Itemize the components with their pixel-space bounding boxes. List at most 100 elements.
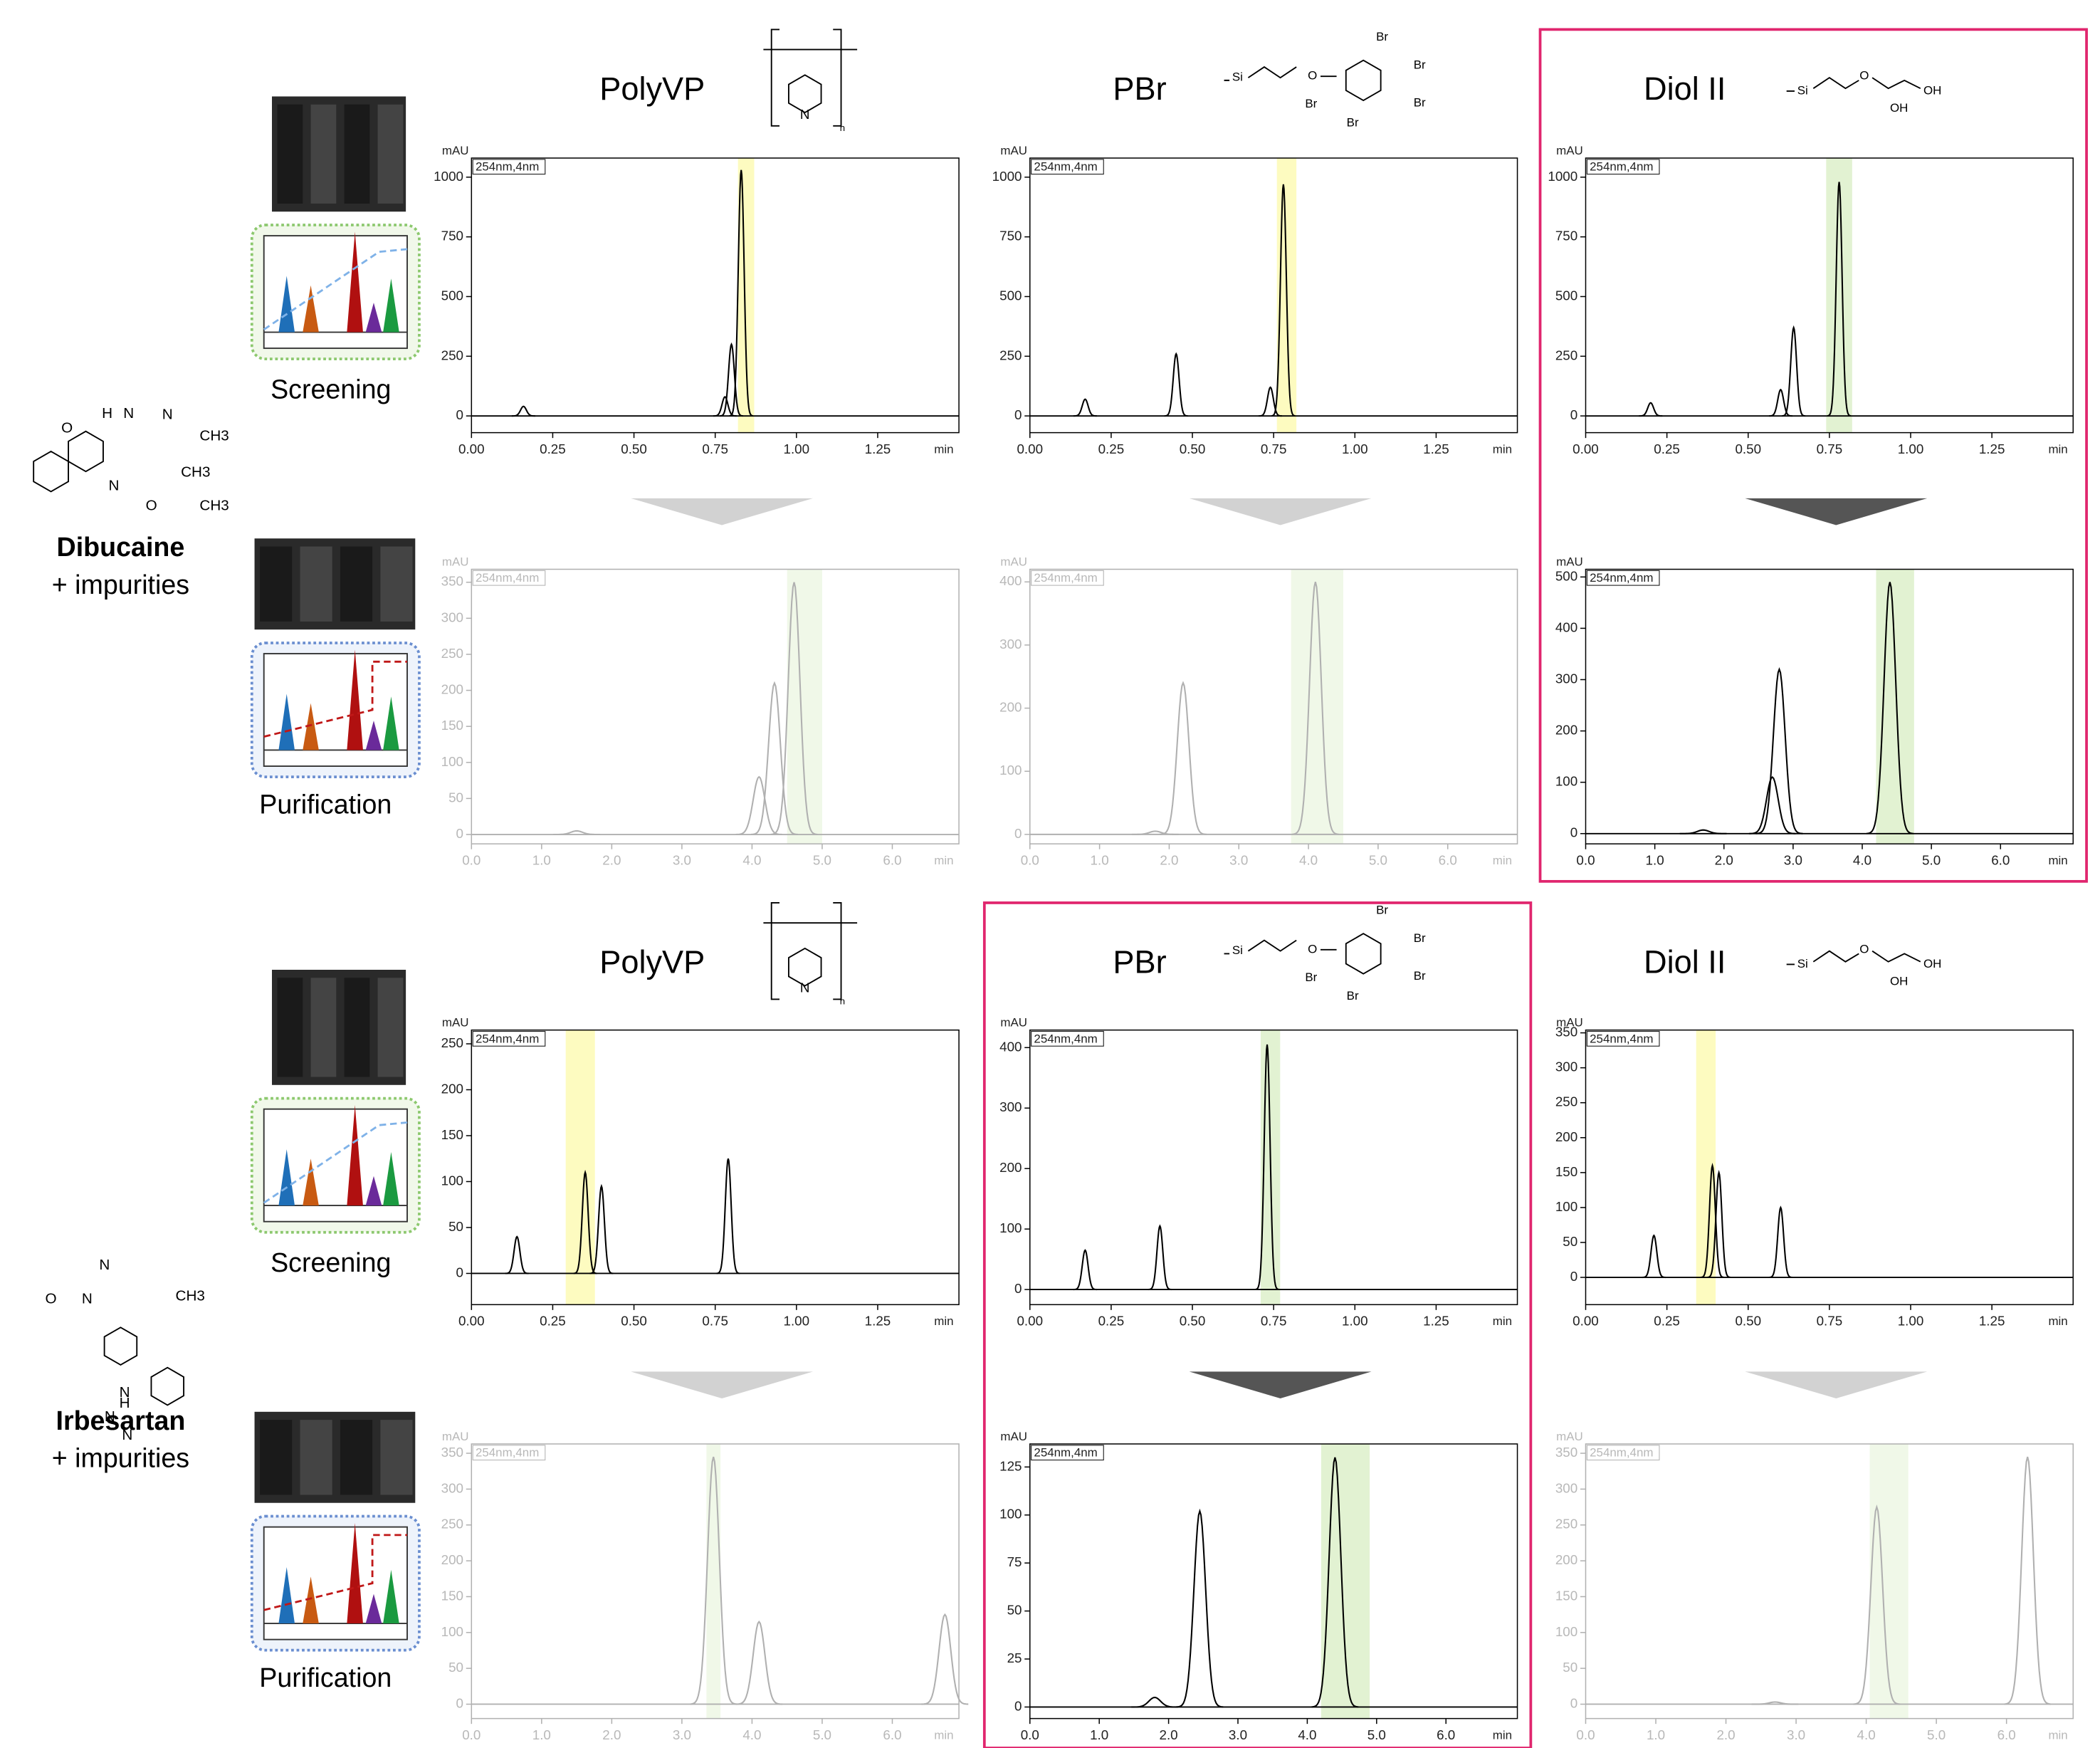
detector-label: 254nm,4nm bbox=[476, 1446, 539, 1460]
x-tick-label: 0.0 bbox=[462, 853, 481, 868]
y-tick-label: 0 bbox=[456, 407, 463, 422]
instrument-module bbox=[378, 105, 404, 204]
y-tick-label: 750 bbox=[1555, 229, 1577, 244]
y-tick-label: 500 bbox=[1555, 568, 1577, 583]
instrument-module bbox=[311, 978, 337, 1077]
x-tick-label: 5.0 bbox=[1367, 1727, 1386, 1742]
y-tick-label: 150 bbox=[441, 1588, 463, 1603]
x-tick-label: 1.0 bbox=[1091, 853, 1109, 868]
stage-arrow bbox=[1745, 498, 1927, 525]
y-tick-label: 500 bbox=[441, 288, 463, 303]
x-tick-label: 3.0 bbox=[1787, 1727, 1805, 1742]
atom-label: CH3 bbox=[176, 1287, 205, 1304]
highlight-band bbox=[1291, 570, 1343, 844]
atom-label: Br bbox=[1414, 95, 1426, 109]
x-tick-label: 0.00 bbox=[1017, 441, 1043, 456]
peak bbox=[735, 1622, 782, 1705]
instrument-module bbox=[311, 105, 337, 204]
x-tick-label: 0.75 bbox=[1817, 1314, 1843, 1329]
x-tick-label: 5.0 bbox=[1922, 853, 1941, 868]
x-tick-label: 1.0 bbox=[1647, 1727, 1665, 1742]
y-unit: mAU bbox=[442, 144, 469, 157]
x-tick-label: 0.75 bbox=[1261, 441, 1287, 456]
atom-label: O bbox=[1859, 69, 1869, 83]
x-tick-label: 0.25 bbox=[1654, 1314, 1680, 1329]
detector-label: 254nm,4nm bbox=[1034, 160, 1097, 174]
peak bbox=[2004, 1457, 2051, 1704]
compound-note: + impurities bbox=[52, 570, 189, 600]
x-tick-label: 0.50 bbox=[621, 1314, 647, 1329]
y-tick-label: 100 bbox=[999, 763, 1022, 778]
instrument-module bbox=[340, 1420, 372, 1495]
y-tick-label: 150 bbox=[1555, 1588, 1577, 1603]
y-tick-label: 0 bbox=[456, 826, 463, 841]
x-tick-label: 0.75 bbox=[1817, 441, 1843, 456]
detector-label: 254nm,4nm bbox=[1034, 1446, 1097, 1460]
x-tick-label: 4.0 bbox=[1857, 1727, 1876, 1742]
y-tick-label: 150 bbox=[441, 718, 463, 733]
y-tick-label: 350 bbox=[441, 574, 463, 589]
atom-label: Br bbox=[1347, 116, 1359, 130]
stage-arrow bbox=[1190, 498, 1372, 525]
atom-label: N bbox=[800, 107, 810, 122]
x-tick-label: 1.25 bbox=[1423, 1314, 1449, 1329]
column-name: Diol II bbox=[1644, 70, 1726, 107]
y-tick-label: 50 bbox=[448, 1219, 463, 1234]
y-tick-label: 200 bbox=[1555, 1129, 1577, 1144]
x-tick-label: 0.50 bbox=[1180, 1314, 1206, 1329]
plot-frame bbox=[1030, 570, 1518, 844]
x-tick-label: 0.50 bbox=[1735, 441, 1761, 456]
x-tick-label: 1.00 bbox=[1342, 441, 1368, 456]
ring bbox=[1346, 933, 1381, 973]
ring bbox=[1346, 61, 1381, 100]
y-tick-label: 50 bbox=[448, 1660, 463, 1675]
y-unit: mAU bbox=[1000, 1430, 1027, 1443]
y-tick-label: 350 bbox=[1555, 1025, 1577, 1040]
stage-arrow bbox=[1745, 1371, 1927, 1398]
detector-label: 254nm,4nm bbox=[1034, 571, 1097, 585]
y-unit: mAU bbox=[442, 1016, 469, 1030]
y-tick-label: 0 bbox=[1014, 407, 1022, 422]
atom-label: H bbox=[120, 1395, 130, 1411]
y-tick-label: 50 bbox=[1563, 1234, 1577, 1249]
x-tick-label: 4.0 bbox=[1298, 1727, 1316, 1742]
peak bbox=[735, 777, 782, 834]
instrument-module bbox=[278, 105, 303, 204]
y-tick-label: 200 bbox=[441, 1081, 463, 1096]
x-tick-label: 3.0 bbox=[1784, 853, 1802, 868]
atom-label: Br bbox=[1414, 969, 1426, 983]
x-unit: min bbox=[934, 443, 953, 456]
y-tick-label: 750 bbox=[999, 229, 1022, 244]
stage-label: Purification bbox=[259, 789, 392, 819]
y-tick-label: 25 bbox=[1007, 1650, 1022, 1665]
x-tick-label: 1.0 bbox=[1646, 853, 1664, 868]
y-tick-label: 100 bbox=[999, 1220, 1022, 1235]
plot-frame bbox=[471, 570, 959, 844]
y-tick-label: 250 bbox=[1555, 1517, 1577, 1532]
detector-label: 254nm,4nm bbox=[1034, 1032, 1097, 1045]
x-tick-label: 1.25 bbox=[1979, 441, 2005, 456]
column-name: Diol II bbox=[1644, 943, 1726, 980]
column-name: PolyVP bbox=[599, 70, 705, 107]
detector-label: 254nm,4nm bbox=[476, 160, 539, 174]
x-tick-label: 0.25 bbox=[1654, 441, 1680, 456]
x-tick-label: 1.25 bbox=[1979, 1314, 2005, 1329]
detector-label: 254nm,4nm bbox=[476, 1032, 539, 1045]
highlight-band bbox=[1826, 158, 1852, 433]
y-tick-label: 0 bbox=[1014, 1698, 1022, 1713]
atom-label: Br bbox=[1347, 989, 1359, 1003]
x-tick-label: 5.0 bbox=[1927, 1727, 1946, 1742]
x-tick-label: 6.0 bbox=[1997, 1727, 2016, 1742]
y-tick-label: 300 bbox=[1555, 1059, 1577, 1074]
detector-label: 254nm,4nm bbox=[1590, 1446, 1653, 1460]
column-name: PBr bbox=[1113, 70, 1166, 107]
y-tick-label: 0 bbox=[456, 1265, 463, 1279]
y-tick-label: 0 bbox=[1014, 826, 1022, 841]
y-tick-label: 100 bbox=[1555, 774, 1577, 789]
y-unit: mAU bbox=[1000, 555, 1027, 569]
instrument-module bbox=[380, 547, 412, 622]
y-tick-label: 300 bbox=[1555, 671, 1577, 686]
x-tick-label: 5.0 bbox=[813, 1727, 831, 1742]
y-tick-label: 0 bbox=[1014, 1281, 1022, 1296]
y-tick-label: 400 bbox=[999, 573, 1022, 588]
